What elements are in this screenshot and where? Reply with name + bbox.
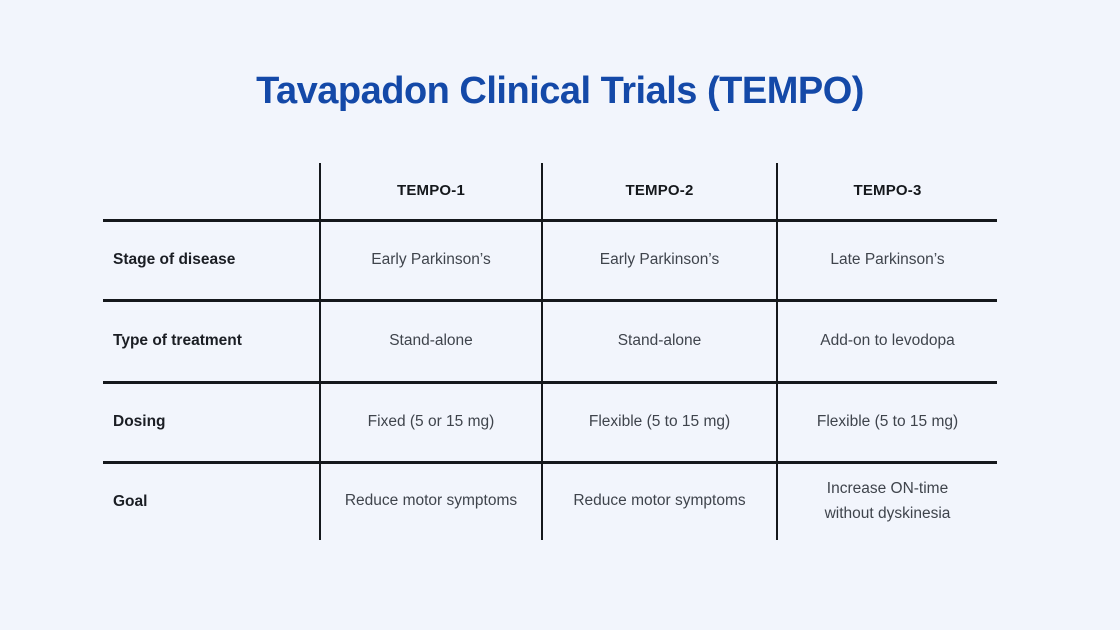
cell-treatment-tempo-3: Add-on to levodopa <box>776 300 997 384</box>
table-row: Goal Reduce motor symptoms Reduce motor … <box>103 462 997 540</box>
comparison-table: TEMPO-1 TEMPO-2 TEMPO-3 Stage of disease… <box>103 163 997 540</box>
page-title: Tavapadon Clinical Trials (TEMPO) <box>256 70 864 112</box>
table-header-row: TEMPO-1 TEMPO-2 TEMPO-3 <box>103 163 997 222</box>
cell-dosing-tempo-2: Flexible (5 to 15 mg) <box>541 382 777 464</box>
column-header-tempo-2: TEMPO-2 <box>541 163 777 222</box>
table-row: Dosing Fixed (5 or 15 mg) Flexible (5 to… <box>103 382 997 464</box>
cell-dosing-tempo-1: Fixed (5 or 15 mg) <box>319 382 542 464</box>
table-row: Type of treatment Stand-alone Stand-alon… <box>103 300 997 384</box>
column-header-tempo-3: TEMPO-3 <box>776 163 997 222</box>
cell-treatment-tempo-1: Stand-alone <box>319 300 542 384</box>
row-label-stage-of-disease: Stage of disease <box>103 220 320 302</box>
cell-stage-tempo-2: Early Parkinson’s <box>541 220 777 302</box>
cell-treatment-tempo-2: Stand-alone <box>541 300 777 384</box>
table-row: Stage of disease Early Parkinson’s Early… <box>103 220 997 302</box>
cell-goal-tempo-1: Reduce motor symptoms <box>319 462 542 540</box>
row-label-type-of-treatment: Type of treatment <box>103 300 320 384</box>
cell-goal-tempo-3: Increase ON-time without dyskinesia <box>776 462 997 540</box>
row-label-dosing: Dosing <box>103 382 320 464</box>
cell-stage-tempo-3: Late Parkinson’s <box>776 220 997 302</box>
row-label-goal: Goal <box>113 492 148 510</box>
corner-cell <box>103 163 320 222</box>
cell-goal-tempo-2: Reduce motor symptoms <box>541 462 777 540</box>
cell-dosing-tempo-3: Flexible (5 to 15 mg) <box>776 382 997 464</box>
column-header-tempo-1: TEMPO-1 <box>319 163 542 222</box>
cell-stage-tempo-1: Early Parkinson’s <box>319 220 542 302</box>
